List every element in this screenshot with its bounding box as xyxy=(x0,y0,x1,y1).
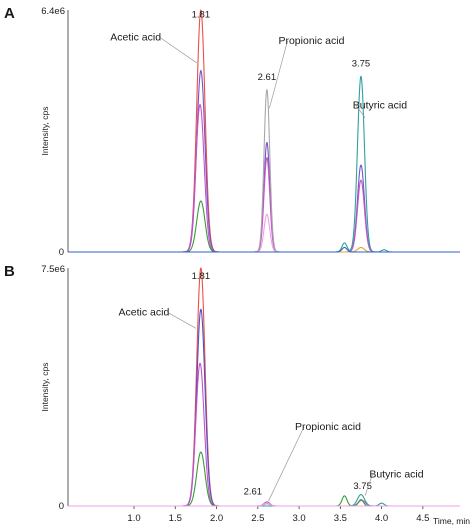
x-axis-title: Time, min xyxy=(433,516,470,526)
annotation-leader-line xyxy=(364,474,373,496)
peak-label: 1.81 xyxy=(192,10,211,21)
series-line-0 xyxy=(67,9,461,253)
annotation-leader-line xyxy=(355,105,366,118)
x-tick-label: 1.5 xyxy=(169,513,182,524)
compound-annotation: Butyric acid xyxy=(369,468,423,480)
compound-annotation: Acetic acid xyxy=(110,31,161,43)
y-axis-title: Intensity, cps xyxy=(40,363,50,412)
panel-label: A xyxy=(4,5,15,22)
x-tick-label: 4.5 xyxy=(416,513,429,524)
x-tick-label: 2.5 xyxy=(251,513,264,524)
series-line-8 xyxy=(67,246,461,253)
panel-label: B xyxy=(4,263,15,280)
peak-label: 2.61 xyxy=(258,72,277,83)
chart-panel-a: A 6.4e6 0 Intensity, cps 1.81 2.61 3.75 Acetic … xyxy=(4,5,461,258)
compound-annotation: Propionic acid xyxy=(295,421,361,433)
peak-label: 3.75 xyxy=(352,59,371,70)
series-line-5 xyxy=(67,213,461,253)
annotation-leader-line xyxy=(167,312,197,329)
x-tick-label: 4.0 xyxy=(375,513,388,524)
y-axis-max-label: 6.4e6 xyxy=(41,6,65,17)
annotation-leader-line xyxy=(159,36,197,64)
series-line-2 xyxy=(67,362,461,507)
compound-annotation: Butyric acid xyxy=(353,99,407,111)
series-line-6 xyxy=(67,502,461,507)
y-axis-max-label: 7.5e6 xyxy=(41,264,65,275)
chart-panel-b: B 7.5e6 0 Intensity, cps 1.0 1.5 2.0 2.5 3.0 3.5 4… xyxy=(4,263,470,526)
peak-label: 3.75 xyxy=(353,481,372,492)
y-axis-zero-label: 0 xyxy=(59,501,64,512)
annotation-leader-line xyxy=(268,426,305,502)
annotation-leader-line xyxy=(269,40,288,109)
x-tick-label: 1.0 xyxy=(127,513,140,524)
compound-annotation: Propionic acid xyxy=(278,35,344,47)
x-tick-label: 3.5 xyxy=(334,513,347,524)
x-tick-label: 3.0 xyxy=(292,513,305,524)
y-axis-zero-label: 0 xyxy=(59,247,64,258)
series-line-7 xyxy=(67,246,461,253)
compound-annotation: Acetic acid xyxy=(119,307,170,319)
x-tick-label: 2.0 xyxy=(210,513,223,524)
peak-label: 1.81 xyxy=(192,271,211,282)
peak-label: 2.61 xyxy=(244,486,263,497)
y-axis-title: Intensity, cps xyxy=(40,107,50,156)
